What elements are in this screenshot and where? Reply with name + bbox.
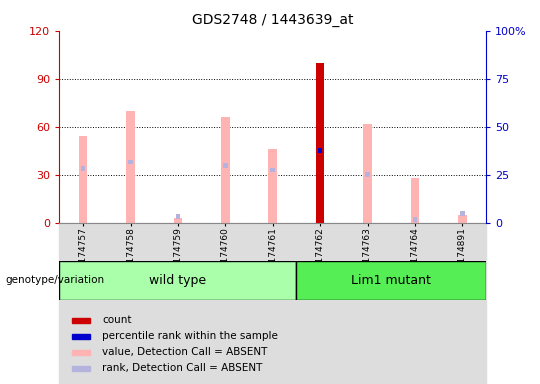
Bar [249,223,296,384]
Bar [81,166,85,171]
Text: value, Detection Call = ABSENT: value, Detection Call = ABSENT [102,348,267,358]
Bar [271,167,275,172]
Bar [316,63,325,223]
Text: percentile rank within the sample: percentile rank within the sample [102,331,278,341]
Bar [59,223,107,384]
Bar [460,211,464,215]
Bar [365,172,370,177]
Bar [413,217,417,222]
Text: genotype/variation: genotype/variation [5,275,105,285]
Bar [296,261,486,300]
Bar [318,148,322,153]
Text: count: count [102,315,132,325]
Bar [72,334,90,339]
Bar [72,318,90,323]
Bar [128,159,133,164]
Bar [410,178,419,223]
Bar [72,350,90,355]
Text: Lim1 mutant: Lim1 mutant [351,274,431,287]
Title: GDS2748 / 1443639_at: GDS2748 / 1443639_at [192,13,354,27]
Bar [59,261,296,300]
Bar [458,215,467,223]
Bar [296,223,344,384]
Bar [223,163,228,167]
Bar [438,223,486,384]
Bar [154,223,201,384]
Text: rank, Detection Call = ABSENT: rank, Detection Call = ABSENT [102,364,262,374]
Bar [107,223,154,384]
Bar [268,149,277,223]
Bar [176,214,180,219]
Bar [79,136,87,223]
Bar [72,366,90,371]
Bar [391,223,438,384]
Bar [126,111,135,223]
Text: wild type: wild type [150,274,206,287]
Bar [221,117,230,223]
Bar [201,223,249,384]
Bar [174,218,182,223]
Bar [316,63,325,223]
Bar [363,124,372,223]
Bar [344,223,391,384]
